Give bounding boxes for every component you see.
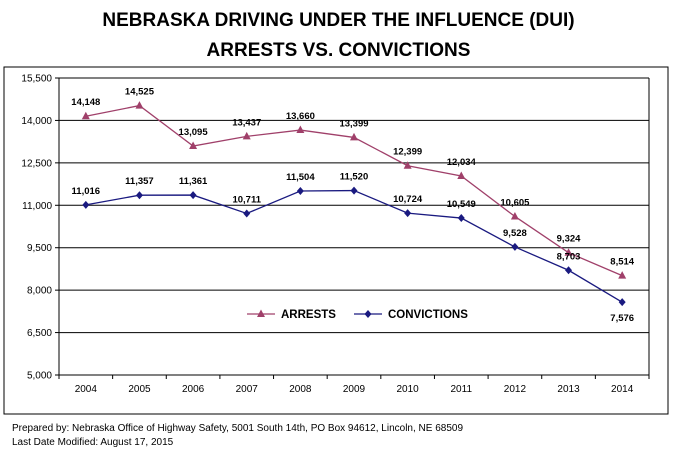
x-tick-label: 2007 (236, 384, 259, 395)
arrests-point (242, 131, 251, 140)
data-label: 10,711 (232, 194, 261, 205)
x-tick-label: 2006 (182, 384, 205, 395)
data-label: 11,361 (179, 176, 208, 187)
x-tick-label: 2009 (343, 384, 366, 395)
y-tick-label: 15,500 (21, 74, 52, 85)
data-label: 12,034 (447, 157, 477, 168)
x-tick-label: 2012 (504, 384, 527, 395)
x-tick-label: 2010 (397, 384, 420, 395)
y-tick-label: 12,500 (21, 158, 52, 169)
data-label: 11,504 (286, 172, 315, 183)
chart-title-line1: NEBRASKA DRIVING UNDER THE INFLUENCE (DU… (102, 10, 575, 31)
line-chart: 5,000 6,500 8,000 9,500 11,000 12,500 14,000 15… (3, 66, 669, 415)
data-label: 8,703 (557, 251, 581, 262)
x-tick-label: 2008 (289, 384, 312, 395)
arrests-point (403, 161, 412, 169)
x-tick-label: 2013 (557, 384, 580, 395)
data-label: 13,660 (286, 111, 315, 122)
arrests-point (189, 141, 198, 150)
convictions-point (243, 209, 251, 218)
chart-title-line2: ARRESTS VS. CONVICTIONS (206, 40, 471, 61)
data-label: 7,576 (610, 313, 634, 324)
convictions-point (296, 187, 304, 196)
x-tick-label: 2005 (128, 384, 151, 395)
data-label: 13,399 (339, 118, 368, 129)
convictions-point (82, 200, 90, 209)
data-label: 11,016 (72, 186, 101, 197)
convictions-point (350, 186, 358, 195)
legend-arrests-label: ARRESTS (281, 309, 336, 321)
y-tick-label: 5,000 (27, 371, 52, 382)
data-label: 11,357 (125, 176, 154, 187)
convictions-point (565, 266, 573, 275)
convictions-point (618, 298, 626, 307)
arrests-point (81, 111, 90, 120)
y-tick-label: 14,000 (21, 116, 52, 127)
y-tick-label: 8,000 (27, 286, 52, 297)
chart-frame (3, 66, 669, 415)
data-label: 13,095 (179, 127, 209, 138)
data-label: 9,324 (557, 234, 581, 245)
arrests-point (457, 171, 466, 180)
data-label: 12,399 (393, 147, 422, 158)
x-tick-label: 2014 (611, 384, 634, 395)
data-label: 13,437 (232, 117, 261, 128)
y-tick-label: 11,000 (22, 201, 52, 212)
arrests-point (510, 211, 519, 220)
convictions-point (457, 214, 465, 223)
x-tick-label: 2004 (75, 384, 98, 395)
legend-arrests-marker (257, 309, 265, 317)
x-tick-label: 2011 (451, 384, 473, 395)
convictions-point (189, 191, 197, 200)
footer-last-modified: Last Date Modified: August 17, 2015 (12, 437, 174, 448)
data-label: 11,520 (340, 172, 369, 183)
arrests-point (296, 125, 305, 134)
arrests-point (350, 132, 358, 141)
y-tick-label: 6,500 (27, 328, 52, 339)
footer-prepared-by: Prepared by: Nebraska Office of Highway … (12, 423, 464, 434)
convictions-point (135, 191, 143, 200)
y-tick-label: 9,500 (27, 243, 52, 254)
series-line-convictions (85, 189, 623, 303)
legend-convictions-label: CONVICTIONS (388, 309, 468, 321)
convictions-point (511, 242, 519, 251)
arrests-point (135, 101, 144, 109)
data-label: 10,549 (447, 199, 476, 210)
data-label: 14,148 (71, 97, 100, 108)
data-label: 10,724 (393, 194, 423, 205)
data-label: 8,514 (610, 257, 634, 268)
data-label: 14,525 (125, 87, 155, 98)
data-label: 9,528 (503, 228, 527, 239)
data-label: 10,605 (500, 197, 530, 208)
convictions-point (404, 209, 412, 218)
arrests-point (564, 248, 573, 256)
arrests-point (618, 271, 627, 279)
legend-convictions-marker (364, 310, 372, 318)
